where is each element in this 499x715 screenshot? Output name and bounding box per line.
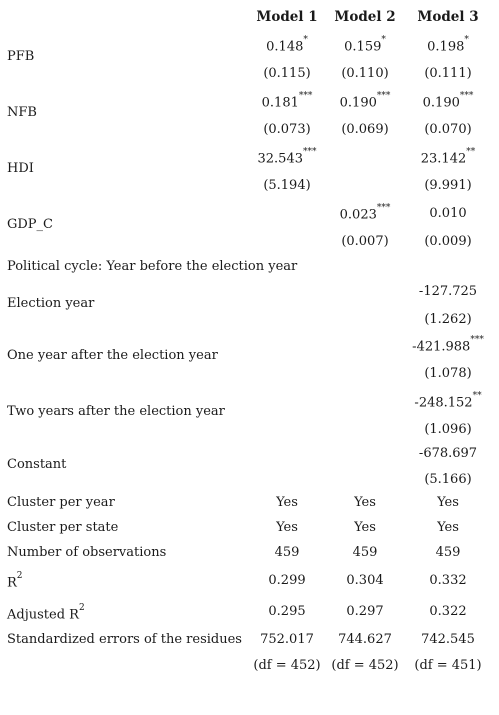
footer-cell: Yes <box>276 520 298 535</box>
se-cell: (1.096) <box>424 422 472 437</box>
footer-cell: 0.322 <box>429 604 467 619</box>
row-label-pfb: PFB <box>7 49 35 64</box>
footer-cell: 0.297 <box>346 604 384 619</box>
footer-cell: 459 <box>352 545 378 560</box>
se-cell: (0.069) <box>341 122 389 137</box>
se-cell: (1.262) <box>424 312 472 327</box>
coef-cell: 0.159* <box>344 35 386 55</box>
se-cell: (5.194) <box>263 178 311 193</box>
se-cell: (1.078) <box>424 366 472 381</box>
row-label-constant: Constant <box>7 457 67 472</box>
row-label-election-year: Election year <box>7 296 95 311</box>
row-label-nfb: NFB <box>7 105 37 120</box>
footer-cell: Yes <box>437 495 459 510</box>
coef-cell: 0.198* <box>427 35 469 55</box>
row-label-std-errors: Standardized errors of the residues <box>7 632 242 647</box>
coef-cell: -421.988*** <box>412 335 484 355</box>
row-label-one-year-after: One year after the election year <box>7 348 218 363</box>
footer-cell: 744.627 <box>338 632 392 647</box>
coef-cell: 0.190*** <box>422 91 474 111</box>
row-label-gdp-c: GDP_C <box>7 217 54 232</box>
coef-cell: -248.152** <box>414 391 482 411</box>
header-model-2: Model 2 <box>334 9 396 25</box>
row-label-cluster-state: Cluster per state <box>7 520 119 535</box>
row-label-two-years-after: Two years after the election year <box>7 404 225 419</box>
se-cell: (0.070) <box>424 122 472 137</box>
row-label-observations: Number of observations <box>7 545 167 560</box>
se-cell: (0.007) <box>341 234 389 249</box>
se-cell: (9.991) <box>424 178 472 193</box>
footer-cell: 459 <box>435 545 461 560</box>
coef-cell: -127.725 <box>418 284 478 299</box>
se-cell: (0.009) <box>424 234 472 249</box>
footer-cell: (df = 452) <box>331 658 399 673</box>
row-label-hdi: HDI <box>7 161 34 176</box>
row-label-cluster-year: Cluster per year <box>7 495 115 510</box>
footer-cell: 0.304 <box>346 573 384 588</box>
footer-cell: 0.295 <box>268 604 306 619</box>
footer-cell: 752.017 <box>260 632 314 647</box>
coef-cell: -678.697 <box>418 446 478 461</box>
se-cell: (0.111) <box>424 66 472 81</box>
se-cell: (0.115) <box>263 66 311 81</box>
row-label-political-cycle: Political cycle: Year before the electio… <box>7 259 298 274</box>
row-label-r-squared: R2 <box>7 571 23 591</box>
se-cell: (0.073) <box>263 122 311 137</box>
footer-cell: (df = 452) <box>253 658 321 673</box>
coef-cell: 0.023*** <box>339 203 391 223</box>
coef-cell: 0.010 <box>429 206 467 221</box>
coef-cell: 0.181*** <box>261 91 313 111</box>
footer-cell: Yes <box>276 495 298 510</box>
se-cell: (0.110) <box>341 66 389 81</box>
footer-cell: (df = 451) <box>414 658 482 673</box>
se-cell: (5.166) <box>424 472 472 487</box>
footer-cell: 0.299 <box>268 573 306 588</box>
coef-cell: 0.190*** <box>339 91 391 111</box>
header-model-3: Model 3 <box>417 9 479 25</box>
footer-cell: 0.332 <box>429 573 467 588</box>
coef-cell: 32.543*** <box>257 147 317 167</box>
header-model-1: Model 1 <box>256 9 318 25</box>
coef-cell: 0.148* <box>266 35 308 55</box>
footer-cell: Yes <box>354 495 376 510</box>
footer-cell: 459 <box>274 545 300 560</box>
footer-cell: 742.545 <box>421 632 475 647</box>
footer-cell: Yes <box>437 520 459 535</box>
coef-cell: 23.142** <box>420 147 476 167</box>
footer-cell: Yes <box>354 520 376 535</box>
row-label-adjusted-r-squared: Adjusted R2 <box>7 603 85 623</box>
